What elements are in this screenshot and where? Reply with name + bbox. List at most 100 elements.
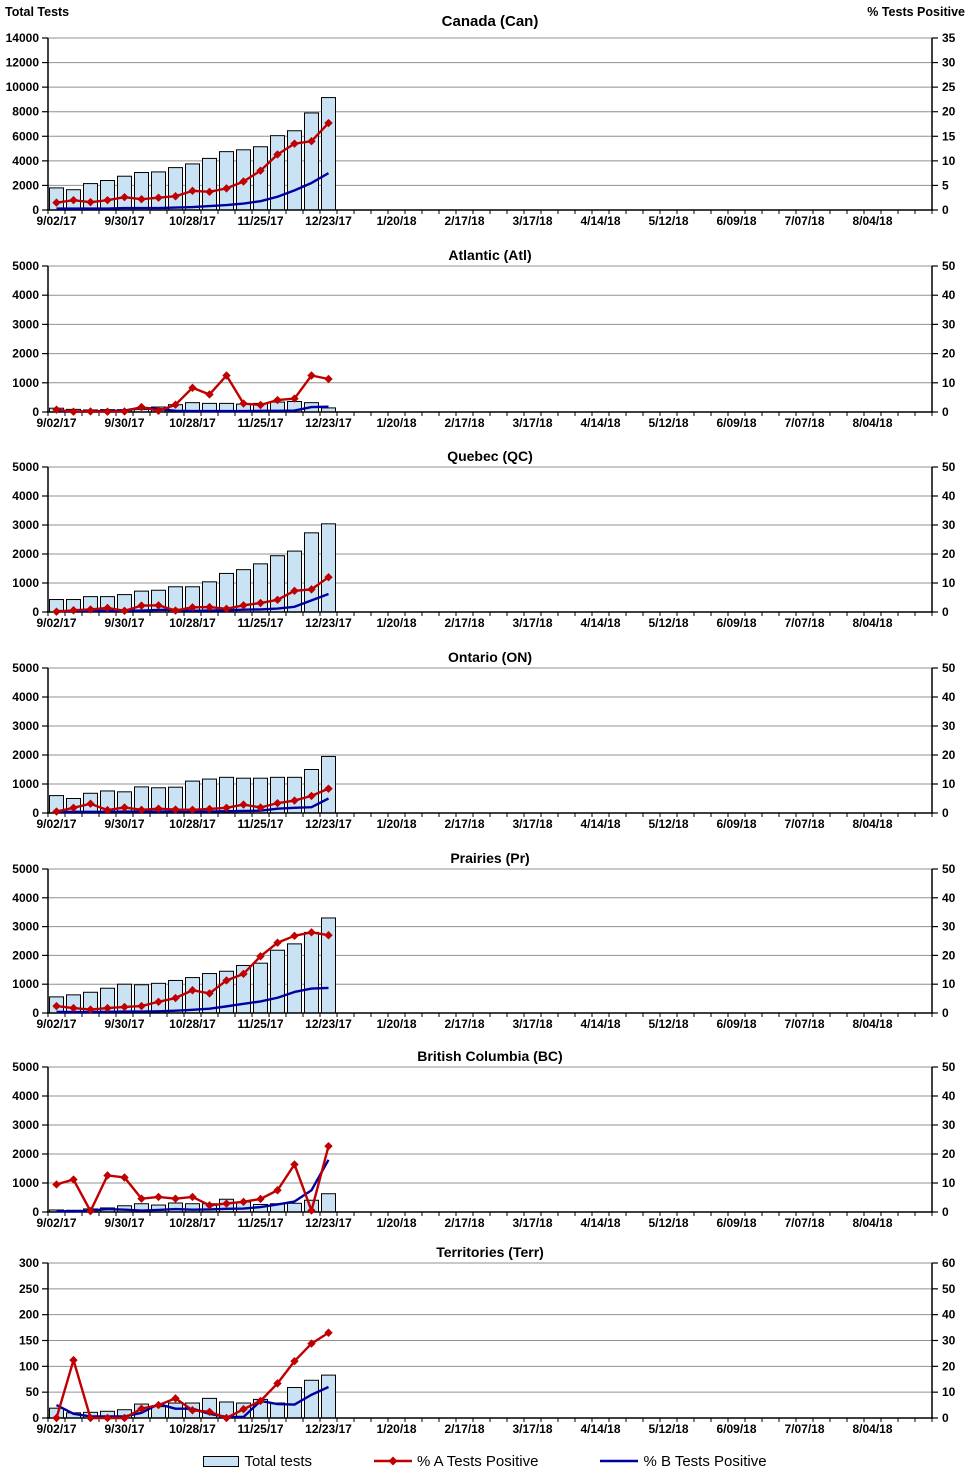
right-axis-tick-label: 40 [942, 1308, 956, 1322]
diamond-marker-percent-a [86, 197, 95, 207]
bar-total-tests [304, 112, 319, 211]
diamond-marker-percent-a [69, 195, 78, 205]
diamond-marker-percent-a [205, 602, 214, 612]
chart-british-columbia: 0 1000 2000 3000 4000 5000 0 10 20 30 40 50 9/02/17 9… [0, 1042, 970, 1240]
right-axis-tick-label: 40 [942, 288, 956, 302]
x-axis-tick-label: 3/17/18 [512, 817, 552, 831]
right-axis-tick-label: 50 [942, 1060, 956, 1074]
left-axis-tick-label: 4000 [12, 154, 39, 168]
legend-label-percent-a: % A Tests Positive [416, 1452, 539, 1470]
x-axis-tick-label: 5/12/18 [648, 817, 688, 831]
x-axis-tick-label: 8/04/18 [852, 616, 892, 630]
bar-total-tests [321, 1193, 336, 1213]
chart-canvas-canada: 0 2000 4000 6000 8000 10000 12000 14000 0 5 10 15 20… [5, 5, 965, 228]
diamond-marker-percent-a [188, 383, 197, 392]
x-axis-tick-label: 1/20/18 [376, 1422, 416, 1436]
x-axis-tick-label: 7/07/18 [784, 1216, 824, 1230]
x-axis-tick-label: 9/30/17 [104, 616, 144, 630]
diamond-marker-percent-a [154, 1192, 163, 1202]
x-axis-tick-label: 12/23/17 [305, 616, 352, 630]
line-percent-b-positive [56, 172, 330, 210]
diamond-marker-percent-a [205, 390, 214, 399]
diamond-marker-percent-a [222, 1413, 231, 1423]
chart-title: British Columbia (BC) [417, 1048, 562, 1064]
left-axis-tick-label: 200 [19, 1308, 39, 1322]
right-axis-tick-label: 0 [942, 203, 949, 217]
x-axis-tick-label: 6/09/18 [716, 416, 756, 430]
diamond-marker-percent-a [86, 407, 95, 416]
diamond-marker-percent-a [307, 928, 316, 937]
legend-label-percent-b: % B Tests Positive [643, 1452, 767, 1470]
right-axis-tick-label: 0 [942, 1411, 949, 1425]
bar-total-tests [304, 931, 319, 1014]
diamond-marker-percent-a [69, 1175, 78, 1184]
x-axis-tick-label: 2/17/18 [444, 416, 484, 430]
left-axis-tick-label: 3000 [12, 719, 39, 733]
x-axis-tick-label: 11/25/17 [237, 214, 283, 228]
x-axis-tick-label: 10/28/17 [169, 416, 216, 430]
x-axis-tick-label: 12/23/17 [305, 817, 352, 831]
left-axis-tick-label: 3000 [12, 317, 39, 331]
line-percent-a-positive [56, 1145, 330, 1213]
x-axis-tick-label: 8/04/18 [852, 1017, 892, 1031]
right-axis-tick-label: 50 [942, 259, 956, 273]
x-axis-tick-label: 2/17/18 [444, 214, 484, 228]
diamond-marker-percent-a [120, 407, 129, 416]
diamond-marker-percent-a [307, 137, 316, 146]
left-axis-tick-label: 0 [32, 1205, 39, 1219]
legend-red-diamond [388, 1456, 398, 1466]
x-axis-tick-label: 4/14/18 [580, 416, 620, 430]
left-axis-tick-label: 2000 [12, 547, 39, 561]
diamond-marker-percent-a [307, 791, 316, 801]
right-axis-tick-label: 40 [942, 891, 956, 905]
diamond-marker-percent-a [222, 184, 231, 193]
diamond-marker-percent-a [137, 194, 146, 204]
x-axis-tick-label: 7/07/18 [784, 214, 824, 228]
x-axis-tick-label: 11/25/17 [237, 1216, 283, 1230]
x-axis-tick-label: 9/30/17 [104, 214, 144, 228]
x-axis-tick-label: 4/14/18 [580, 1216, 620, 1230]
diamond-marker-percent-a [171, 400, 180, 409]
chart-canvas-british-columbia: 0 1000 2000 3000 4000 5000 0 10 20 30 40 50 9/02/17 9… [12, 1048, 956, 1230]
chart-title: Atlantic (Atl) [448, 247, 531, 263]
left-axis-tick-label: 2000 [12, 178, 39, 192]
right-axis-tick-label: 20 [942, 1359, 956, 1373]
x-axis-tick-label: 9/02/17 [36, 416, 76, 430]
chart-title: Canada (Can) [442, 13, 539, 30]
left-axis-tick-label: 5000 [12, 661, 39, 675]
diamond-marker-percent-a [256, 166, 265, 175]
chart-canvas-atlantic: 0 1000 2000 3000 4000 5000 0 10 20 30 40 50 9/02/17 9… [12, 247, 956, 430]
chart-title: Ontario (ON) [448, 649, 532, 665]
right-axis-tick-label: 10 [942, 376, 956, 390]
diamond-marker-percent-a [154, 193, 163, 202]
bar-total-tests [168, 1402, 183, 1419]
x-axis-tick-label: 8/04/18 [852, 416, 892, 430]
diamond-marker-percent-a [52, 1180, 61, 1189]
right-axis-tick-label: 20 [942, 748, 956, 762]
left-axis-tick-label: 3000 [12, 920, 39, 934]
diamond-marker-percent-a [188, 1192, 197, 1202]
diamond-marker-percent-a [86, 1413, 95, 1423]
total-tests-bar-swatch-icon [203, 1455, 240, 1467]
x-axis-tick-label: 9/02/17 [36, 817, 76, 831]
diamond-marker-percent-a [103, 407, 112, 416]
x-axis-tick-label: 4/14/18 [580, 1017, 620, 1031]
diamond-marker-percent-a [273, 150, 282, 159]
left-axis-tick-label: 0 [32, 405, 39, 419]
legend-label-total-tests: Total tests [244, 1452, 312, 1470]
x-axis-tick-label: 9/30/17 [104, 1216, 144, 1230]
diamond-marker-percent-a [307, 371, 316, 380]
diamond-marker-percent-a [222, 371, 231, 380]
right-axis-tick-label: 20 [942, 948, 956, 962]
diamond-marker-percent-a [120, 193, 129, 202]
x-axis-tick-label: 10/28/17 [169, 616, 216, 630]
x-axis-tick-label: 8/04/18 [852, 1422, 892, 1436]
x-axis-tick-label: 11/25/17 [237, 1017, 283, 1031]
x-axis-tick-label: 1/20/18 [376, 817, 416, 831]
x-axis-tick-label: 10/28/17 [169, 817, 216, 831]
right-axis-tick-label: 0 [942, 405, 949, 419]
x-axis-tick-label: 12/23/17 [305, 416, 352, 430]
diamond-marker-percent-a [239, 399, 248, 408]
left-axis-tick-label: 0 [32, 1006, 39, 1020]
left-axis-tick-label: 0 [32, 806, 39, 820]
